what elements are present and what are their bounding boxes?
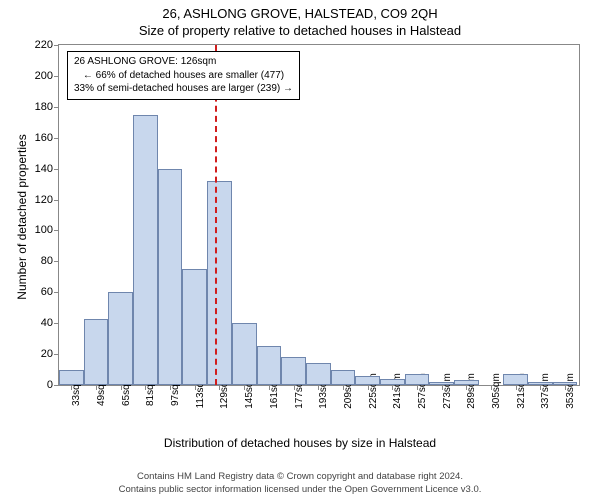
histogram-bar [108,292,133,385]
page-title: 26, ASHLONG GROVE, HALSTEAD, CO9 2QH [0,0,600,21]
x-tick [516,385,517,390]
x-tick [294,385,295,390]
y-tick [54,107,59,108]
x-tick-label: 273sqm [442,373,453,409]
histogram-bar [429,382,454,385]
x-tick [219,385,220,390]
histogram-bar [232,323,257,385]
y-tick-label: 60 [41,286,53,298]
x-tick [392,385,393,390]
y-tick-label: 220 [35,39,53,51]
x-tick [491,385,492,390]
annotation-box: 26 ASHLONG GROVE: 126sqm← 66% of detache… [67,51,300,100]
y-tick-label: 140 [35,163,53,175]
x-tick [442,385,443,390]
y-tick-label: 80 [41,255,53,267]
x-tick [145,385,146,390]
x-tick-label: 353sqm [565,373,576,409]
y-tick [54,200,59,201]
histogram-bar [553,382,578,385]
histogram-bar [133,115,158,385]
footer-credits: Contains HM Land Registry data © Crown c… [0,471,600,496]
annotation-line1: 26 ASHLONG GROVE: 126sqm [74,55,293,69]
y-tick-label: 40 [41,317,53,329]
x-tick [96,385,97,390]
annotation-line3: 33% of semi-detached houses are larger (… [74,82,293,96]
histogram-bar [454,380,479,385]
histogram-bar [355,376,380,385]
chart-plot-area: 02040608010012014016018020022033sqm49sqm… [58,44,580,386]
y-tick [54,261,59,262]
y-tick [54,230,59,231]
x-tick [244,385,245,390]
y-axis-label: Number of detached properties [15,117,29,317]
x-tick [269,385,270,390]
histogram-bar [380,379,405,385]
y-tick [54,76,59,77]
y-tick-label: 100 [35,224,53,236]
y-tick [54,138,59,139]
y-tick [54,354,59,355]
page-subtitle: Size of property relative to detached ho… [0,21,600,38]
x-tick [121,385,122,390]
histogram-bar [257,346,282,385]
histogram-bar [405,374,430,385]
x-tick-label: 289sqm [466,373,477,409]
annotation-line2: ← 66% of detached houses are smaller (47… [74,69,293,83]
y-tick-label: 160 [35,132,53,144]
x-tick [195,385,196,390]
y-tick [54,323,59,324]
y-tick [54,385,59,386]
x-tick [318,385,319,390]
x-tick [343,385,344,390]
y-tick [54,169,59,170]
histogram-bar [528,382,553,385]
y-tick-label: 180 [35,101,53,113]
footer-line-2: Contains public sector information licen… [0,484,600,496]
y-tick [54,292,59,293]
x-tick [540,385,541,390]
histogram-bar [503,374,528,385]
y-tick-label: 0 [47,379,53,391]
x-tick-label: 337sqm [540,373,551,409]
y-tick-label: 200 [35,70,53,82]
histogram-bar [306,363,331,385]
x-tick [368,385,369,390]
x-tick [417,385,418,390]
histogram-bar [281,357,306,385]
histogram-bar [331,370,356,385]
footer-line-1: Contains HM Land Registry data © Crown c… [0,471,600,483]
histogram-bar [158,169,183,385]
x-tick [565,385,566,390]
histogram-bar [182,269,207,385]
histogram-bar [59,370,84,385]
x-tick [170,385,171,390]
y-tick [54,45,59,46]
x-tick-label: 305sqm [491,373,502,409]
histogram-bar [84,319,109,385]
y-tick-label: 120 [35,194,53,206]
y-tick-label: 20 [41,348,53,360]
x-tick [466,385,467,390]
histogram-bar [207,181,232,385]
x-tick [71,385,72,390]
x-axis-label: Distribution of detached houses by size … [0,436,600,450]
